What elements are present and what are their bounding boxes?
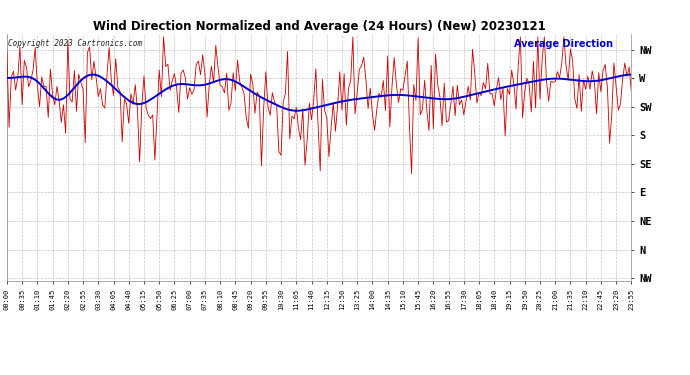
Text: Copyright 2023 Cartronics.com: Copyright 2023 Cartronics.com — [8, 39, 142, 48]
Title: Wind Direction Normalized and Average (24 Hours) (New) 20230121: Wind Direction Normalized and Average (2… — [92, 20, 546, 33]
Text: Average Direction: Average Direction — [513, 39, 613, 49]
